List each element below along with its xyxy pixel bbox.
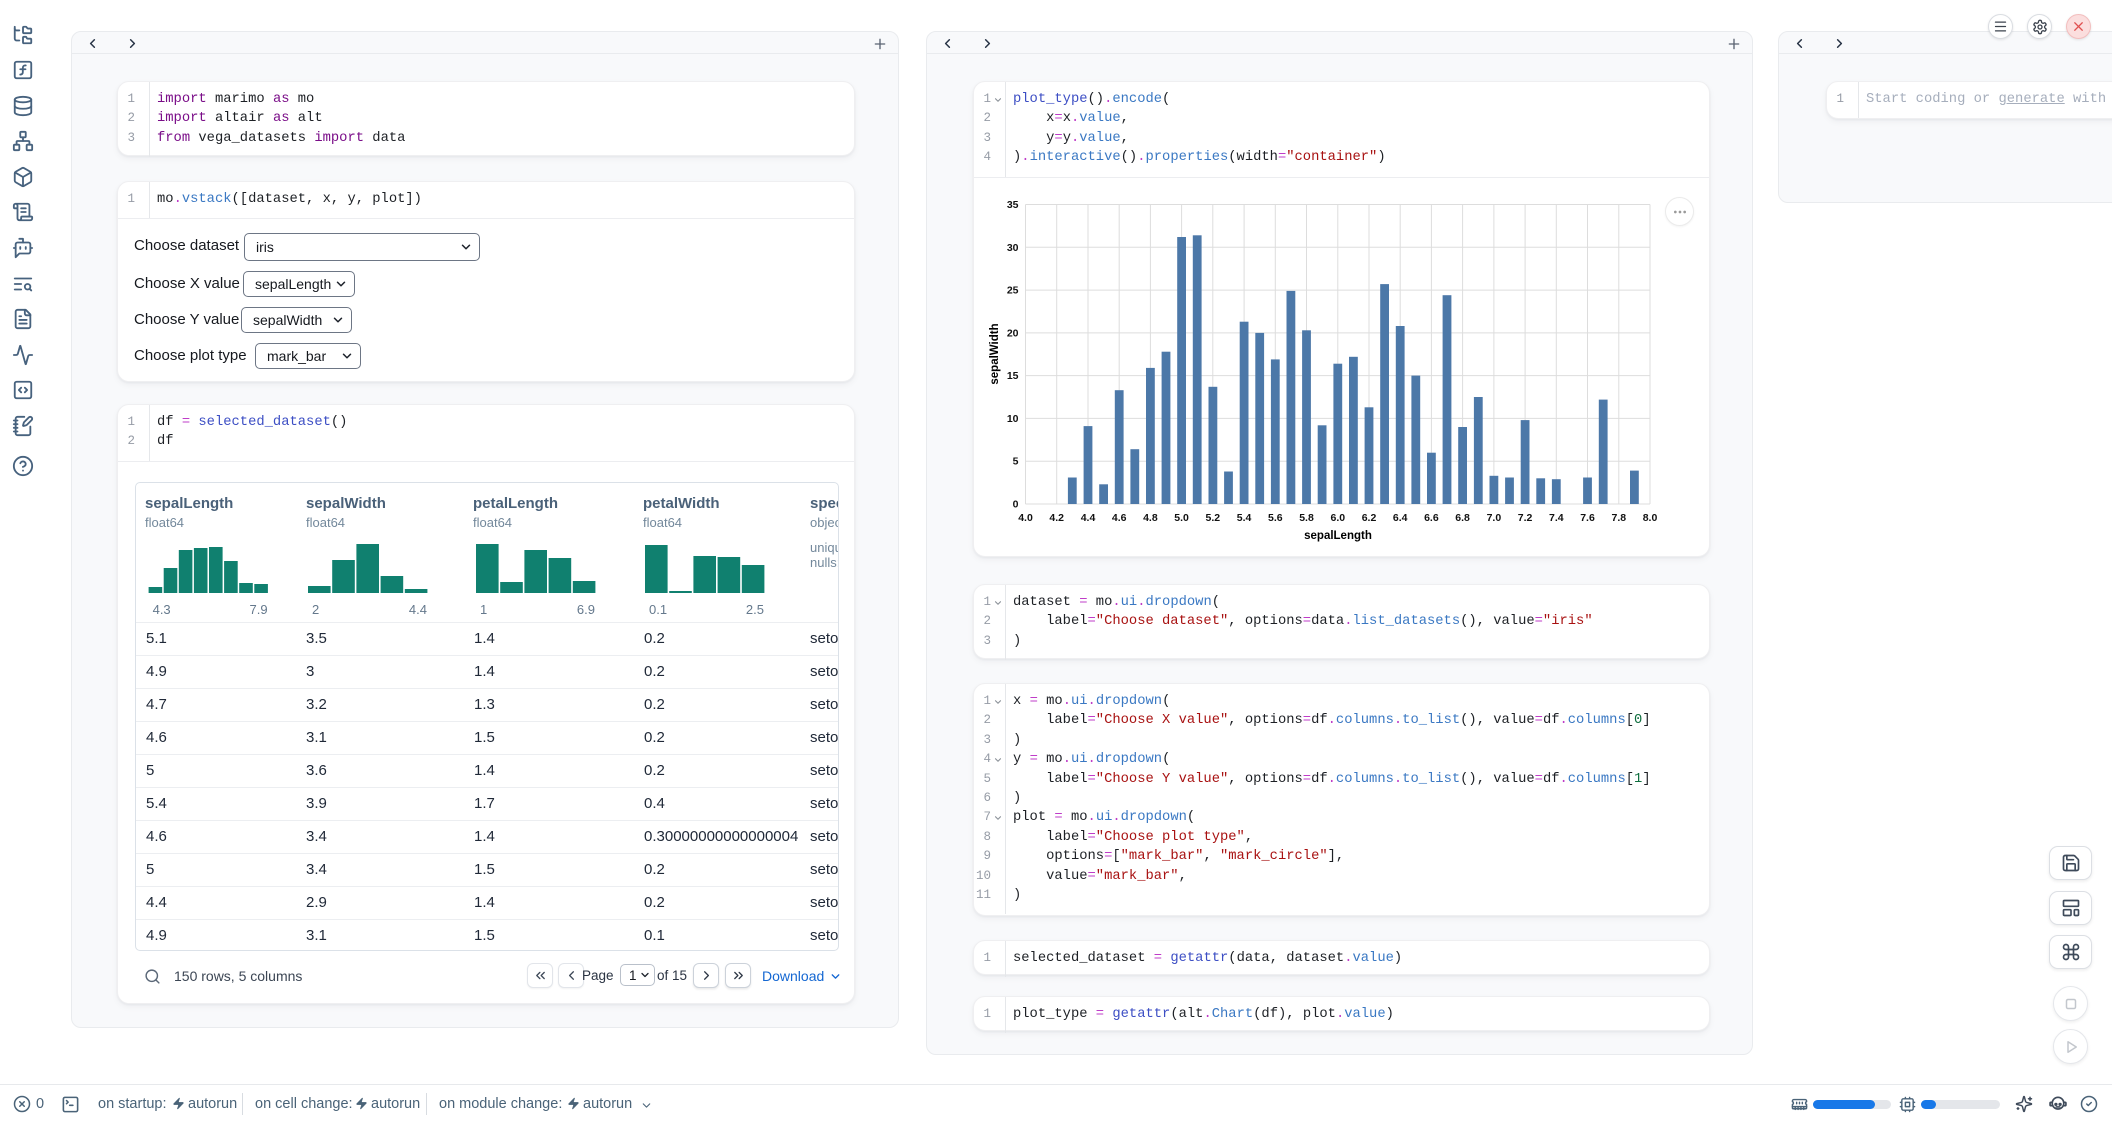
svg-text:sepalLength: sepalLength (1304, 530, 1372, 542)
svg-text:7.2: 7.2 (1518, 512, 1533, 524)
svg-text:4.2: 4.2 (1049, 512, 1064, 524)
svg-text:6.2: 6.2 (1362, 512, 1377, 524)
svg-text:25: 25 (1007, 285, 1019, 297)
svg-text:5.4: 5.4 (1237, 512, 1252, 524)
svg-text:6.8: 6.8 (1455, 512, 1470, 524)
svg-text:5.2: 5.2 (1205, 512, 1220, 524)
svg-text:4.4: 4.4 (1081, 512, 1096, 524)
svg-text:10: 10 (1007, 413, 1019, 425)
svg-text:sepalWidth: sepalWidth (989, 323, 1001, 384)
svg-text:6.6: 6.6 (1424, 512, 1439, 524)
svg-text:7.8: 7.8 (1611, 512, 1626, 524)
svg-text:4.6: 4.6 (1112, 512, 1127, 524)
svg-text:6.4: 6.4 (1393, 512, 1408, 524)
svg-text:6.0: 6.0 (1330, 512, 1345, 524)
svg-text:0: 0 (1013, 499, 1019, 511)
svg-text:8.0: 8.0 (1643, 512, 1658, 524)
svg-text:4.0: 4.0 (1018, 512, 1033, 524)
svg-text:30: 30 (1007, 242, 1019, 254)
svg-text:7.4: 7.4 (1549, 512, 1564, 524)
svg-text:7.0: 7.0 (1487, 512, 1502, 524)
svg-text:20: 20 (1007, 327, 1019, 339)
svg-text:15: 15 (1007, 370, 1019, 382)
svg-text:5.0: 5.0 (1174, 512, 1189, 524)
svg-text:5: 5 (1013, 456, 1019, 468)
svg-text:4.8: 4.8 (1143, 512, 1158, 524)
svg-text:7.6: 7.6 (1580, 512, 1595, 524)
svg-text:5.6: 5.6 (1268, 512, 1283, 524)
svg-text:35: 35 (1007, 199, 1019, 211)
svg-text:5.8: 5.8 (1299, 512, 1314, 524)
